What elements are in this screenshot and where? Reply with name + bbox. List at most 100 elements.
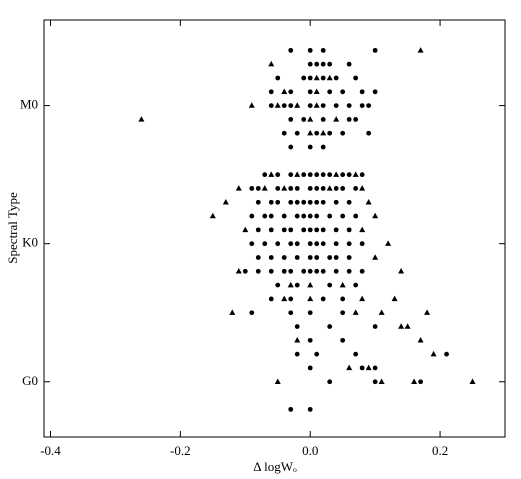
data-point bbox=[242, 226, 249, 233]
data-point bbox=[249, 186, 255, 191]
data-point bbox=[281, 213, 287, 219]
data-point bbox=[288, 103, 294, 109]
data-point bbox=[385, 240, 392, 246]
data-point bbox=[294, 199, 300, 205]
data-point bbox=[352, 171, 359, 177]
data-point bbox=[294, 337, 301, 343]
data-point bbox=[294, 351, 300, 357]
data-point bbox=[430, 350, 437, 357]
data-point bbox=[307, 116, 314, 122]
data-point bbox=[268, 296, 274, 302]
data-point bbox=[288, 296, 294, 302]
data-point bbox=[307, 186, 313, 191]
data-point bbox=[255, 227, 261, 233]
data-point bbox=[288, 117, 294, 122]
data-point bbox=[327, 255, 333, 260]
data-point bbox=[346, 172, 352, 178]
data-point bbox=[327, 324, 333, 329]
data-point bbox=[268, 103, 274, 109]
data-point bbox=[326, 74, 333, 81]
data-point bbox=[301, 117, 307, 122]
data-point bbox=[320, 296, 326, 302]
data-point bbox=[294, 130, 300, 136]
data-point bbox=[340, 337, 346, 343]
data-point bbox=[327, 213, 333, 219]
data-point bbox=[235, 185, 242, 191]
data-point bbox=[288, 172, 294, 178]
data-point bbox=[314, 61, 320, 67]
data-point bbox=[353, 186, 359, 191]
data-point bbox=[288, 89, 294, 95]
data-point bbox=[327, 130, 333, 136]
data-point bbox=[301, 227, 307, 233]
data-point bbox=[333, 268, 339, 274]
data-point bbox=[288, 199, 294, 205]
data-point bbox=[417, 337, 424, 343]
data-point bbox=[275, 199, 281, 205]
data-point bbox=[281, 268, 287, 274]
data-point bbox=[268, 255, 274, 260]
data-point bbox=[307, 61, 313, 67]
data-point bbox=[314, 186, 320, 191]
data-point bbox=[352, 309, 359, 315]
data-point bbox=[313, 88, 320, 95]
data-point bbox=[268, 89, 274, 95]
data-point bbox=[314, 255, 320, 260]
data-point bbox=[333, 116, 340, 122]
data-point bbox=[346, 255, 352, 260]
data-point bbox=[268, 199, 274, 205]
data-point bbox=[353, 117, 359, 122]
data-point bbox=[274, 102, 281, 108]
data-point bbox=[359, 172, 365, 178]
data-point bbox=[418, 379, 423, 385]
data-point bbox=[307, 295, 314, 302]
data-point bbox=[288, 47, 294, 53]
data-point bbox=[333, 171, 340, 177]
data-point bbox=[314, 351, 320, 357]
data-point bbox=[346, 268, 352, 274]
data-point bbox=[340, 310, 346, 316]
data-point bbox=[320, 103, 326, 109]
data-point bbox=[320, 47, 326, 53]
data-point bbox=[359, 226, 366, 233]
data-point bbox=[346, 241, 352, 247]
data-point bbox=[294, 282, 300, 288]
data-point bbox=[320, 144, 326, 150]
data-point bbox=[294, 324, 300, 329]
data-point bbox=[326, 185, 333, 191]
data-point bbox=[333, 255, 339, 260]
data-point bbox=[333, 75, 339, 81]
data-point bbox=[340, 213, 346, 219]
data-point bbox=[314, 227, 320, 233]
data-point bbox=[281, 130, 287, 136]
data-point bbox=[262, 213, 268, 219]
data-point bbox=[372, 254, 379, 260]
data-point bbox=[307, 255, 313, 260]
data-point bbox=[314, 268, 320, 274]
data-point bbox=[444, 351, 449, 357]
data-point bbox=[235, 268, 242, 274]
data-point bbox=[366, 130, 372, 136]
data-point bbox=[353, 75, 359, 81]
data-point bbox=[248, 102, 255, 108]
data-point bbox=[301, 75, 307, 81]
data-point bbox=[404, 323, 411, 329]
data-point bbox=[359, 103, 365, 109]
data-point bbox=[340, 296, 346, 302]
data-point bbox=[372, 379, 378, 385]
data-point bbox=[314, 241, 320, 247]
data-point bbox=[320, 268, 326, 274]
data-point bbox=[340, 130, 346, 136]
data-point bbox=[138, 116, 145, 122]
data-point bbox=[307, 268, 313, 274]
data-point bbox=[327, 89, 333, 95]
data-point bbox=[372, 365, 378, 371]
data-point bbox=[333, 227, 339, 233]
data-point bbox=[366, 103, 372, 109]
data-point bbox=[327, 61, 333, 67]
data-point bbox=[346, 117, 352, 122]
data-point bbox=[288, 227, 294, 233]
data-point bbox=[294, 255, 300, 260]
data-point bbox=[307, 144, 313, 150]
data-point bbox=[320, 129, 327, 136]
